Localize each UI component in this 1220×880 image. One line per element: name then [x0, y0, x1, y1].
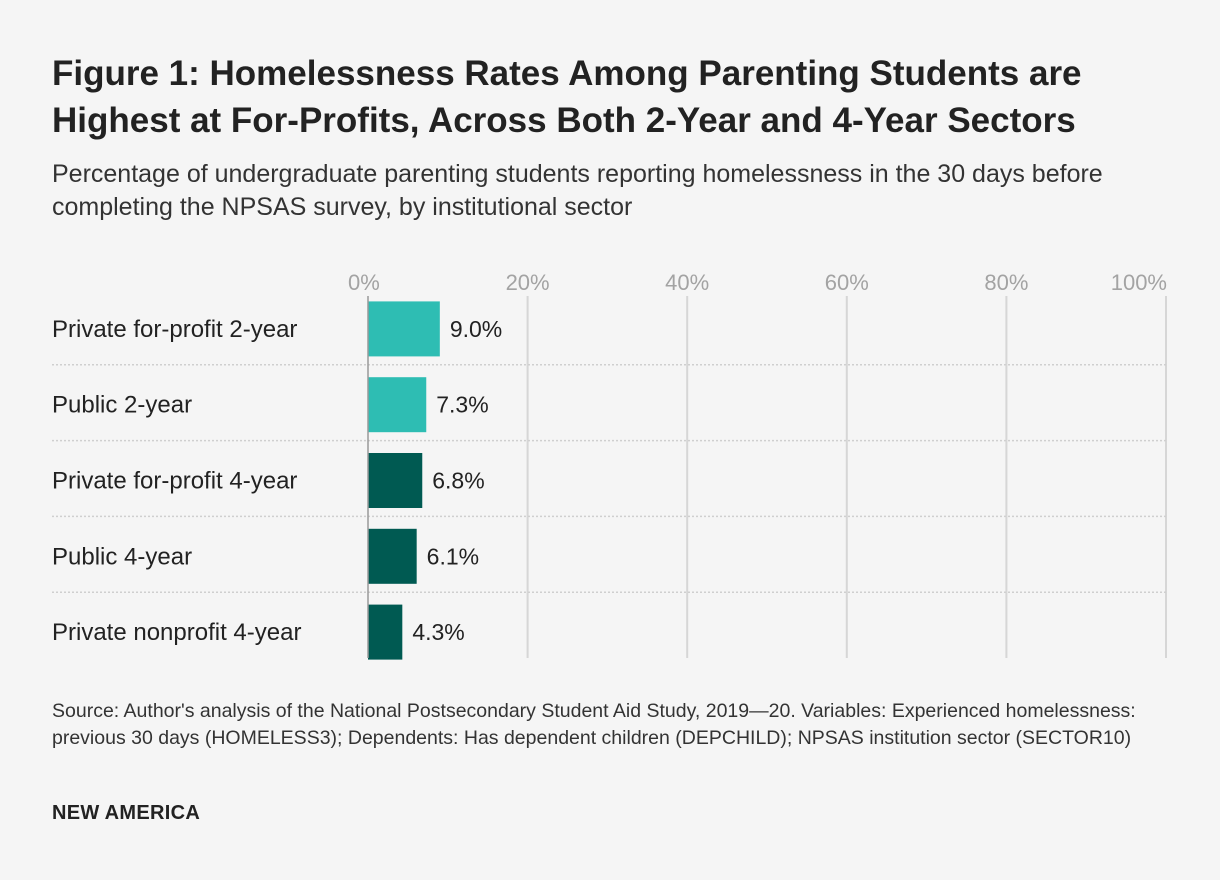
category-label: Public 2-year	[52, 392, 192, 419]
data-label: 9.0%	[450, 316, 502, 342]
bar	[368, 301, 440, 357]
bar	[368, 528, 417, 584]
data-label: 6.1%	[427, 543, 479, 569]
x-tick-label: 60%	[825, 270, 869, 295]
data-label: 4.3%	[412, 619, 464, 645]
x-tick-label: 80%	[984, 270, 1028, 295]
x-tick-label: 20%	[506, 270, 550, 295]
category-label: Public 4-year	[52, 543, 192, 570]
category-label: Private for-profit 4-year	[52, 468, 297, 495]
chart-subtitle: Percentage of undergraduate parenting st…	[52, 160, 1103, 221]
bar	[368, 453, 423, 508]
category-label: Private nonprofit 4-year	[52, 619, 301, 646]
bar	[368, 377, 427, 433]
category-label: Private for-profit 2-year	[52, 316, 297, 343]
brand-wordmark: NEW AMERICA	[52, 802, 201, 824]
x-tick-label: 100%	[1111, 270, 1167, 295]
chart-title: Figure 1: Homelessness Rates Among Paren…	[52, 54, 1082, 140]
source-note: Source: Author's analysis of the Nationa…	[52, 700, 1136, 749]
x-tick-label: 0%	[348, 270, 380, 295]
bar	[368, 604, 403, 660]
x-tick-label: 40%	[665, 270, 709, 295]
data-label: 7.3%	[436, 392, 488, 418]
data-label: 6.8%	[432, 468, 484, 494]
